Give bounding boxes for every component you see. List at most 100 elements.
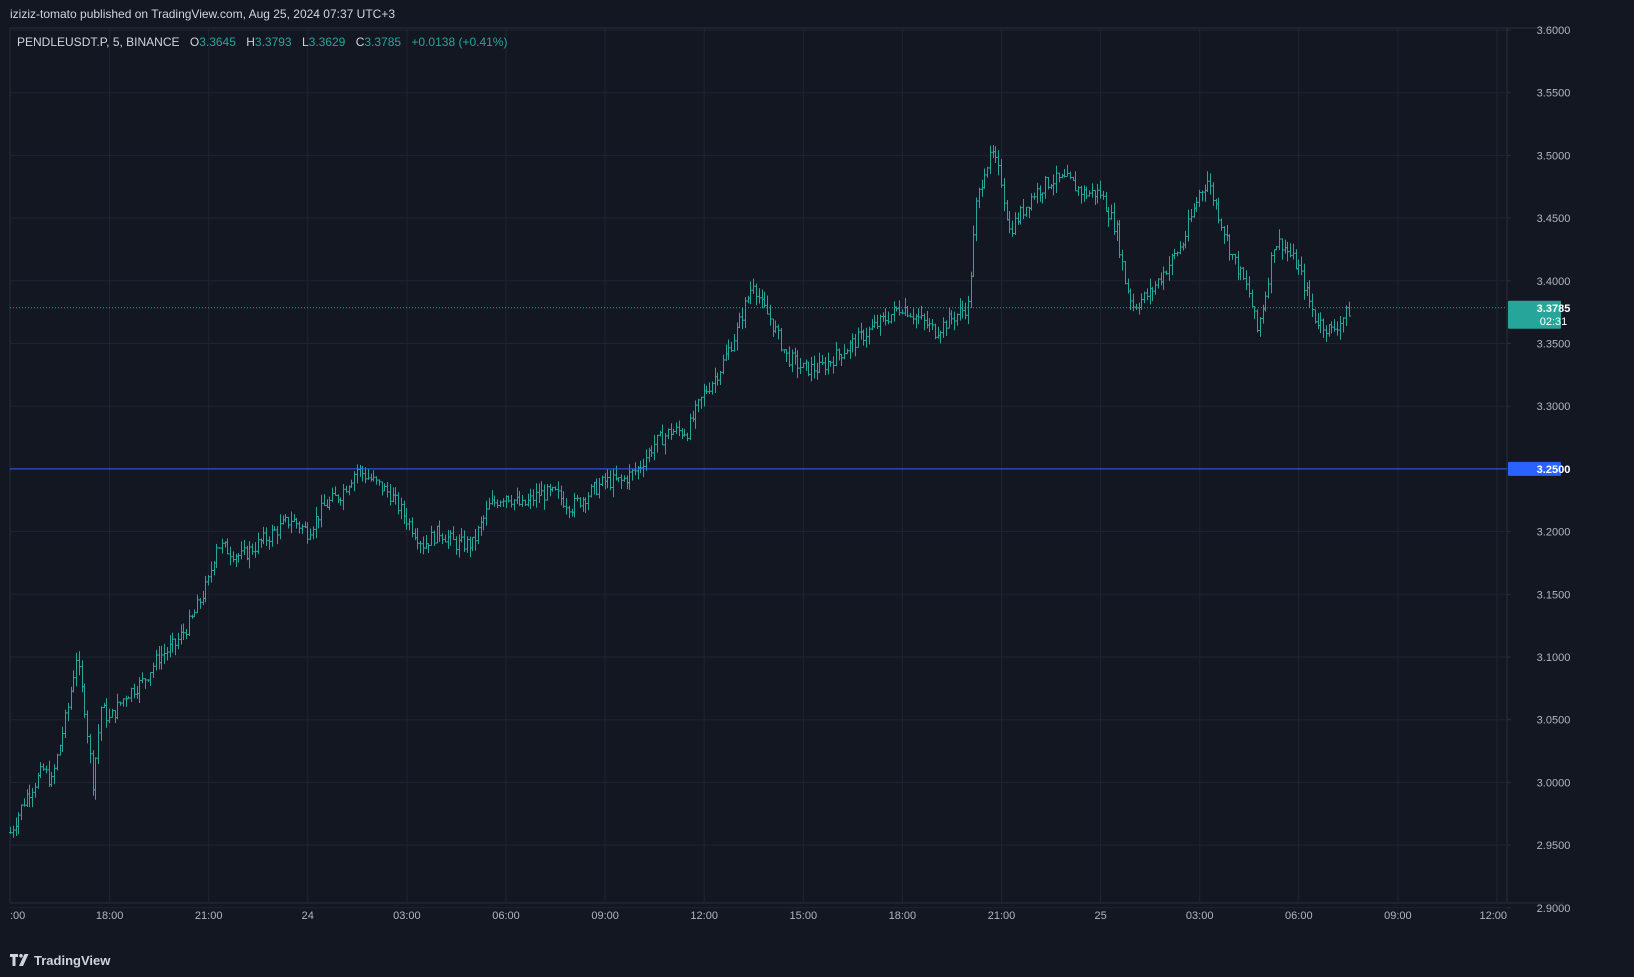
y-tick-label: 3.3000 xyxy=(1537,401,1571,413)
ohlc-bar xyxy=(953,311,956,331)
ohlc-bar xyxy=(532,489,535,507)
ohlc-bar xyxy=(383,483,386,492)
ohlc-bar xyxy=(199,598,202,609)
ohlc-bar xyxy=(425,535,428,549)
ohlc-bar xyxy=(785,349,788,362)
ohlc-bar xyxy=(650,445,653,458)
ohlc-bar xyxy=(78,651,81,676)
ohlc-bar xyxy=(1058,172,1061,183)
ohlc-bar xyxy=(502,498,505,507)
ohlc-bar xyxy=(1322,318,1325,338)
ohlc-bar xyxy=(1096,183,1099,204)
ohlc-bars xyxy=(9,145,1351,838)
ohlc-bar xyxy=(496,499,499,509)
publish-header: iziziz-tomato published on TradingView.c… xyxy=(0,0,1634,28)
x-tick-label: 18:00 xyxy=(96,910,124,922)
ohlc-bar xyxy=(769,304,772,326)
ohlc-bar xyxy=(215,543,218,569)
ohlc-bar xyxy=(491,490,494,505)
ohlc-bar xyxy=(882,312,885,322)
ohlc-bar xyxy=(513,499,516,511)
ohlc-bar xyxy=(1085,186,1088,199)
ohlc-bar xyxy=(1017,212,1020,225)
price-axis[interactable]: 3.6000 3.5500 3.5000 3.4500 3.4000 3.3500 3.30… xyxy=(1507,25,1570,915)
ohlc-bar xyxy=(326,499,329,508)
ohlc-bar xyxy=(1080,185,1083,204)
x-tick-label: 15:00 xyxy=(790,910,818,922)
ohlc-bar xyxy=(879,314,882,336)
ohlc-bar xyxy=(1011,220,1014,237)
ohlc-bar xyxy=(505,495,508,508)
ohlc-bar xyxy=(1248,276,1251,298)
ohlc-bar xyxy=(835,341,838,367)
ohlc-bar xyxy=(1151,286,1154,302)
ohlc-bar xyxy=(1019,205,1022,225)
ohlc-bar xyxy=(516,487,519,505)
price-chart[interactable]: 3.6000 3.5500 3.5000 3.4500 3.4000 3.3500 3.30… xyxy=(0,0,1634,940)
ohlc-bar xyxy=(411,517,414,538)
ohlc-bar xyxy=(111,708,114,718)
ohlc-bar xyxy=(1069,171,1072,180)
ohlc-bar xyxy=(821,354,824,366)
ohlc-bar xyxy=(890,314,893,324)
ohlc-bar xyxy=(829,360,832,367)
ohlc-bar xyxy=(873,314,876,328)
ohlc-bar xyxy=(158,646,161,670)
ohlc-bar xyxy=(568,505,571,519)
ohlc-bar xyxy=(116,693,119,720)
ohlc-bar xyxy=(361,465,364,482)
ohlc-bar xyxy=(546,484,549,501)
ohlc-bar xyxy=(606,469,609,489)
ohlc-bar xyxy=(488,497,491,510)
ohlc-bar xyxy=(664,432,667,455)
ohlc-bar xyxy=(747,295,750,304)
ohlc-bar xyxy=(766,295,769,315)
ohlc-bar xyxy=(452,526,455,541)
ohlc-bar xyxy=(703,383,706,407)
ohlc-bar xyxy=(1195,197,1198,212)
ohlc-bar xyxy=(1348,301,1351,317)
ohlc-bar xyxy=(260,538,263,548)
ohlc-bar xyxy=(934,323,937,340)
ohlc-bar xyxy=(218,547,221,549)
ohlc-bar xyxy=(708,382,711,394)
ohlc-bar xyxy=(441,533,444,545)
ohlc-bar xyxy=(584,497,587,514)
ohlc-bar xyxy=(587,492,590,511)
ohlc-bar xyxy=(64,709,67,738)
ohlc-bar xyxy=(1204,184,1207,202)
ohlc-bar xyxy=(777,324,780,340)
time-axis[interactable]: :00 18:00 21:00 24 03:00 06:00 09:00 12:00 15:00… xyxy=(10,910,1507,922)
ohlc-bar xyxy=(375,476,378,485)
ohlc-bar xyxy=(386,481,389,498)
ohlc-bar xyxy=(1168,256,1171,281)
ohlc-bar xyxy=(45,765,48,774)
ohlc-bar xyxy=(986,166,989,178)
ohlc-bar xyxy=(565,498,568,515)
ohlc-bar xyxy=(53,764,56,785)
ohlc-bar xyxy=(1328,324,1331,337)
ohlc-bar xyxy=(42,763,45,771)
ohlc-bar xyxy=(642,458,645,478)
ohlc-bar xyxy=(1074,171,1077,192)
ohlc-bar xyxy=(372,470,375,482)
ohlc-bar xyxy=(226,538,229,555)
ohlc-bar xyxy=(405,508,408,530)
ohlc-bar xyxy=(901,309,904,315)
ohlc-bar xyxy=(860,322,863,340)
ohlc-bar xyxy=(221,538,224,554)
ohlc-bar xyxy=(551,486,554,492)
ohlc-bar xyxy=(356,464,359,484)
ohlc-bar xyxy=(160,645,163,670)
ohlc-bar xyxy=(807,361,810,377)
ohlc-bar xyxy=(257,532,260,555)
ohlc-bar xyxy=(653,434,656,461)
ohlc-bar xyxy=(293,514,296,522)
ohlc-bar xyxy=(1259,317,1262,337)
x-tick-label: 24 xyxy=(302,910,314,922)
ohlc-bar xyxy=(1275,245,1278,251)
x-tick-label: 21:00 xyxy=(988,910,1016,922)
ohlc-bar xyxy=(1187,209,1190,242)
ohlc-bar xyxy=(975,197,978,242)
tradingview-logo[interactable]: TradingView xyxy=(10,952,110,968)
